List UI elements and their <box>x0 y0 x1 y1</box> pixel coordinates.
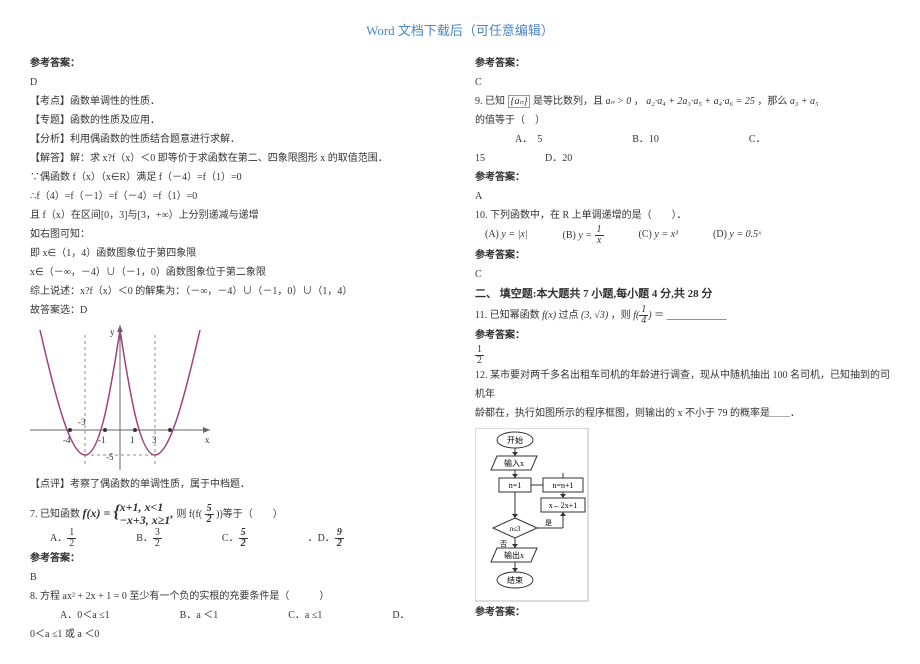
svg-text:输入x: 输入x <box>504 458 524 468</box>
q7-D: ．D．92 <box>308 528 344 549</box>
ans7: B <box>30 568 445 587</box>
q7-pre: 7. 已知函数 <box>30 509 80 520</box>
q12-line2: 龄都在，执行如图所示的程序框图，则输出的 x 不小于 79 的概率是＿＿． <box>475 404 890 423</box>
q8-A: A．0＜a ≤1 <box>60 606 110 625</box>
svg-text:1: 1 <box>130 435 135 445</box>
jieda: 【解答】解：求 x?f（x）＜0 即等价于求函数在第二、四象限图形 x 的取值范… <box>30 149 445 168</box>
svg-text:y: y <box>110 327 115 337</box>
q8-C: C．a ≤1 <box>288 606 322 625</box>
kaodian: 【考点】函数单调性的性质． <box>30 92 445 111</box>
q11-point: (3, √3) <box>581 310 608 321</box>
svg-text:n≤3: n≤3 <box>510 525 521 533</box>
q11-fx: f(x) <box>542 310 556 321</box>
svg-text:开始: 开始 <box>507 435 523 445</box>
ans12-label: 参考答案： <box>475 603 890 622</box>
flowchart: 开始 输入x n=1 n=n+1 x←2x+1 n≤3 <box>475 428 890 603</box>
line3: 且 f（x）在区间[0，3]与[3，+∞）上分别递减与递增 <box>30 206 445 225</box>
svg-text:x: x <box>205 435 210 445</box>
function-graph: x y -4 -3 -1 1 3 -5 <box>30 325 445 470</box>
q11-f14: f(14) <box>633 310 651 321</box>
q7-A: A．12 <box>50 528 76 549</box>
q7-mid: 则 f(f( <box>176 509 202 520</box>
q7-post: ))等于（ ） <box>216 509 283 520</box>
q7-B: B．32 <box>136 528 162 549</box>
line2: ∴f（4）=f（－1）=f（－4）=f（1）=0 <box>30 187 445 206</box>
q7-func: f(x) = {x+1, x<1−x+3, x≥1, <box>83 506 177 520</box>
q10-D: (D) y = 0.5ˣ <box>713 225 761 246</box>
zhuanti: 【专题】函数的性质及应用． <box>30 111 445 130</box>
q9-A: A． 5 <box>515 130 542 149</box>
q9-C: C． <box>749 130 766 149</box>
q10-B: (B) y = 1x <box>563 225 604 246</box>
q9: 9. 已知 {aₙ} 是等比数列，且 aₙ > 0 ， a₂·a₄ + 2a₃·… <box>475 92 890 130</box>
q9-B: B．10 <box>632 130 659 149</box>
ans9-label: 参考答案： <box>475 168 890 187</box>
svg-text:-5: -5 <box>106 452 114 462</box>
q8-B: B．a ＜1 <box>180 606 219 625</box>
q12-line1: 12. 某市要对两千多名出租车司机的年龄进行调查，现从中随机抽出 100 名司机… <box>475 366 890 404</box>
ans9: A <box>475 187 890 206</box>
content-columns: 参考答案： D 【考点】函数单调性的性质． 【专题】函数的性质及应用． 【分析】… <box>30 54 890 644</box>
section2-title: 二、 填空题:本大题共 7 小题,每小题 4 分,共 28 分 <box>475 284 890 305</box>
line1: ∵偶函数 f（x）（x∈R）满足 f（－4）=f（1）=0 <box>30 168 445 187</box>
svg-text:结束: 结束 <box>507 575 523 585</box>
q9-options-row2: 15 D．20 <box>475 149 890 168</box>
svg-text:3: 3 <box>152 435 157 445</box>
ans11-label: 参考答案： <box>475 326 890 345</box>
q9-D: D．20 <box>545 149 572 168</box>
line4: 如右图可知： <box>30 225 445 244</box>
q10: 10. 下列函数中，在 R 上单调递增的是（ ）． <box>475 206 890 225</box>
svg-text:n=n+1: n=n+1 <box>552 481 573 490</box>
line8: 故答案选：D <box>30 301 445 320</box>
svg-text:是: 是 <box>545 519 552 527</box>
q7-C: C．52 <box>222 528 248 549</box>
answer-d: D <box>30 73 445 92</box>
ans7-label: 参考答案： <box>30 549 445 568</box>
svg-text:否: 否 <box>500 540 507 548</box>
fenxi: 【分析】利用偶函数的性质结合题意进行求解． <box>30 130 445 149</box>
q10-A: (A) y = |x| <box>485 225 528 246</box>
q9-ask: a₃ + a₅ <box>790 96 819 107</box>
q9-cond1: aₙ > 0 <box>605 96 631 107</box>
q9-seq: {aₙ} <box>508 95 531 108</box>
line5: 即 x∈（1，4）函数图象位于第四象限 <box>30 244 445 263</box>
svg-text:n=1: n=1 <box>509 481 522 490</box>
q7: 7. 已知函数 f(x) = {x+1, x<1−x+3, x≥1, 则 f(f… <box>30 494 445 528</box>
q8: 8. 方程 ax² + 2x + 1 = 0 至少有一个负的实根的充要条件是（ … <box>30 587 445 606</box>
q10-options: (A) y = |x| (B) y = 1x (C) y = x³ (D) y … <box>475 225 890 246</box>
svg-text:-3: -3 <box>78 417 86 427</box>
svg-text:x←2x+1: x←2x+1 <box>549 501 578 510</box>
page-header: Word 文档下载后（可任意编辑） <box>30 20 890 39</box>
q9-C2: 15 <box>475 149 485 168</box>
q10-C: (C) y = x³ <box>639 225 678 246</box>
ans-label-r1: 参考答案： <box>475 54 890 73</box>
answer-label: 参考答案： <box>30 54 445 73</box>
ans-c: C <box>475 73 890 92</box>
q8-options: A．0＜a ≤1 B．a ＜1 C．a ≤1 D． <box>30 606 445 625</box>
q9-cond2: a₂·a₄ + 2a₃·a₅ + a₄·a₆ = 25 <box>646 96 755 107</box>
dianping: 【点评】考察了偶函数的单调性质，属于中档题． <box>30 475 445 494</box>
q11: 11. 已知幂函数 f(x) 过点 (3, √3) ，则 f(14) ＝ ___… <box>475 305 890 326</box>
q7-options: A．12 B．32 C．52 ．D．92 <box>30 528 445 549</box>
ans11: 12 <box>475 345 890 366</box>
line6: x∈（－∞，－4）∪（－1，0）函数图象位于第二象限 <box>30 263 445 282</box>
right-column: 参考答案： C 9. 已知 {aₙ} 是等比数列，且 aₙ > 0 ， a₂·a… <box>475 54 890 644</box>
q8-D2: 0＜a ≤1 或 a ＜0 <box>30 625 445 644</box>
left-column: 参考答案： D 【考点】函数单调性的性质． 【专题】函数的性质及应用． 【分析】… <box>30 54 445 644</box>
q9-options-row1: A． 5 B．10 C． <box>475 130 890 149</box>
q8-D: D． <box>392 606 409 625</box>
svg-text:输出x: 输出x <box>504 550 524 560</box>
line7: 综上说述：x?f（x）＜0 的解集为：（－∞，－4）∪（－1，0）∪（1，4） <box>30 282 445 301</box>
ans10-label: 参考答案： <box>475 246 890 265</box>
ans10: C <box>475 265 890 284</box>
